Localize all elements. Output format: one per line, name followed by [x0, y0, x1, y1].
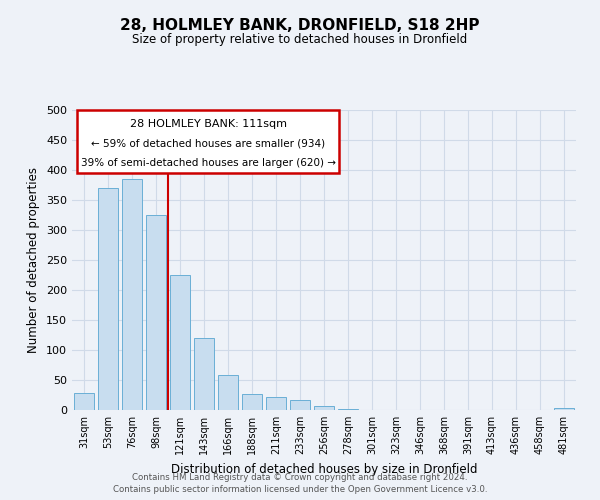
X-axis label: Distribution of detached houses by size in Dronfield: Distribution of detached houses by size …	[171, 462, 477, 475]
Bar	[290, 400, 310, 410]
Bar	[314, 406, 334, 410]
Bar	[170, 275, 190, 410]
FancyBboxPatch shape	[77, 110, 339, 173]
Text: Contains HM Land Registry data © Crown copyright and database right 2024.: Contains HM Land Registry data © Crown c…	[132, 473, 468, 482]
Bar	[554, 408, 574, 410]
Text: Size of property relative to detached houses in Dronfield: Size of property relative to detached ho…	[133, 32, 467, 46]
Text: Contains public sector information licensed under the Open Government Licence v3: Contains public sector information licen…	[113, 486, 487, 494]
Text: ← 59% of detached houses are smaller (934): ← 59% of detached houses are smaller (93…	[91, 138, 325, 148]
Text: 28, HOLMLEY BANK, DRONFIELD, S18 2HP: 28, HOLMLEY BANK, DRONFIELD, S18 2HP	[120, 18, 480, 32]
Text: 39% of semi-detached houses are larger (620) →: 39% of semi-detached houses are larger (…	[80, 158, 335, 168]
Bar	[266, 397, 286, 410]
Bar	[218, 375, 238, 410]
Bar	[146, 215, 166, 410]
Bar	[194, 338, 214, 410]
Text: 28 HOLMLEY BANK: 111sqm: 28 HOLMLEY BANK: 111sqm	[130, 119, 287, 129]
Bar	[242, 394, 262, 410]
Bar	[122, 179, 142, 410]
Bar	[98, 188, 118, 410]
Bar	[74, 393, 94, 410]
Y-axis label: Number of detached properties: Number of detached properties	[28, 167, 40, 353]
